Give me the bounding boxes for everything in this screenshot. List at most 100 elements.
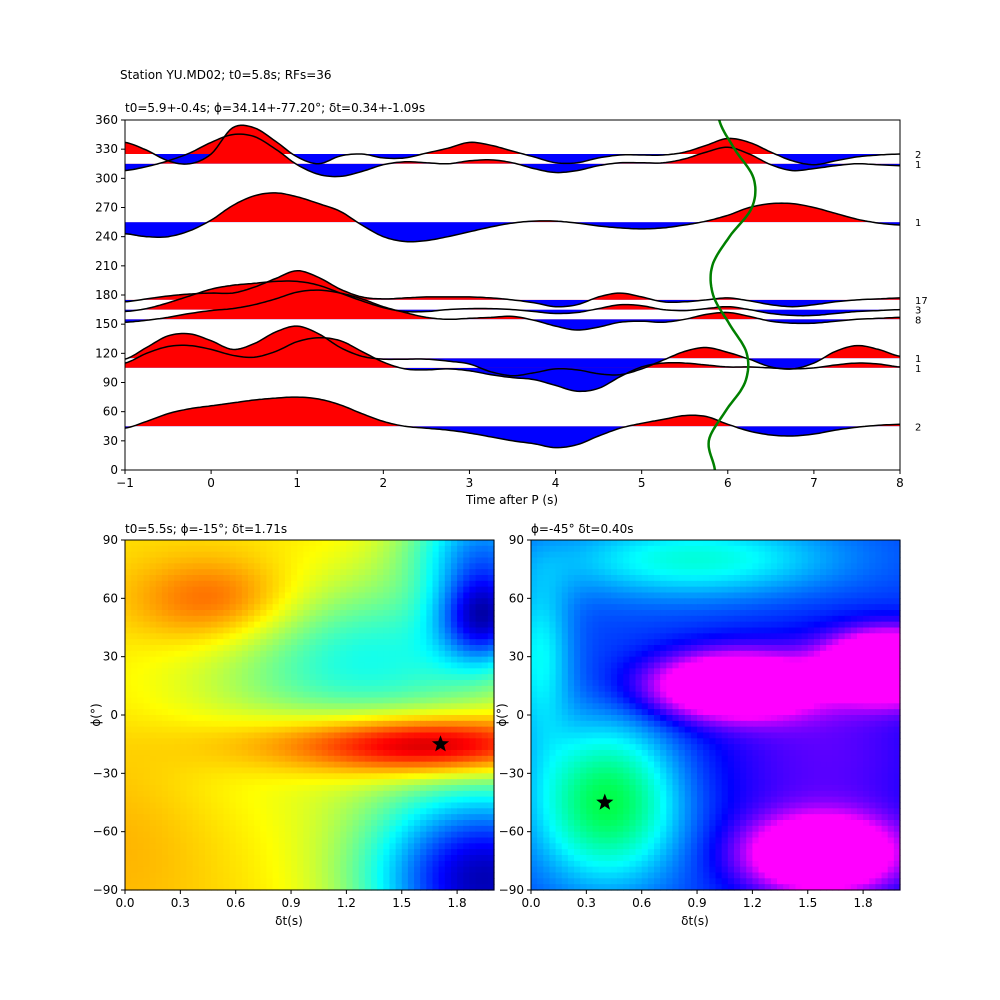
heatmap-left-cell	[260, 744, 268, 751]
heatmap-left-cell	[414, 761, 421, 769]
grid-search-left-xlabel: δt(s)	[275, 914, 303, 928]
heatmap-left-cell	[192, 656, 200, 664]
y-tick-label-30: 30	[103, 434, 118, 448]
heatmap-left-cell	[217, 825, 224, 833]
heatmap-left-cell	[389, 837, 397, 844]
heatmap-left-cell	[235, 627, 243, 634]
heatmap-left-cell	[186, 540, 194, 547]
heatmap-left-cell	[235, 645, 243, 652]
heatmap-left-cell	[469, 627, 477, 634]
trace-count-315: 1	[915, 160, 921, 171]
heatmap-left-cell	[389, 703, 397, 710]
heatmap-left-cell	[352, 878, 360, 885]
heatmap-left-cell	[407, 645, 415, 652]
heatmap-left-cell	[334, 849, 341, 856]
heatmap-left-cell	[358, 790, 366, 798]
heatmap-left-cell	[463, 820, 470, 827]
heatmap-left-cell	[217, 703, 224, 710]
heatmap-left-cell	[475, 545, 483, 553]
heatmap-left-cell	[241, 767, 249, 774]
heatmap-left-cell	[444, 680, 452, 687]
heatmap-left-cell	[457, 866, 464, 874]
heatmap-left-cell	[291, 825, 298, 833]
heatmap-left-cell	[131, 761, 138, 769]
heatmap-left-cell	[204, 796, 212, 804]
heatmap-left-cell	[217, 849, 224, 856]
heatmap-right-cell	[832, 656, 840, 664]
heatmap-left-cell	[401, 773, 409, 780]
heatmap-left-cell	[180, 545, 188, 553]
heatmap-left-cell	[131, 825, 138, 833]
heatmap-right-cell	[801, 586, 809, 594]
heatmap-left-cell	[297, 685, 304, 693]
heatmap-left-cell	[450, 814, 458, 821]
heatmap-left-cell	[204, 604, 212, 611]
heatmap-left-cell	[192, 715, 200, 722]
heatmap-left-cell	[266, 866, 274, 874]
heatmap-right-cell	[666, 551, 674, 559]
heatmap-right-cell	[690, 627, 698, 634]
heatmap-right-cell	[733, 551, 741, 559]
rf-traces-title: t0=5.9+-0.4s; ϕ=34.14+-77.20°; δt=0.34+-…	[125, 101, 425, 115]
heatmap-left-cell	[321, 843, 329, 850]
heatmap-right-cell	[586, 545, 594, 553]
heatmap-left-cell	[432, 598, 440, 605]
heatmap-left-cell	[149, 604, 157, 611]
heatmap-left-cell	[303, 580, 311, 588]
heatmap-right-cell	[561, 639, 569, 646]
heatmap-left-cell	[315, 767, 323, 774]
heatmap-left-cell	[186, 744, 194, 751]
heatmap-left-cell	[211, 831, 218, 839]
heatmap-left-cell	[414, 715, 421, 722]
heatmap-right-cell	[838, 604, 846, 611]
heatmap-left-cell	[143, 598, 151, 605]
heatmap-left-cell	[334, 668, 341, 675]
heatmap-left-cell	[469, 849, 477, 856]
heatmap-left-cell	[254, 855, 261, 862]
heatmap-left-cell	[278, 849, 286, 856]
heatmap-left-cell	[463, 662, 470, 669]
heatmap-left-cell	[358, 831, 366, 839]
heatmap-left-cell	[235, 814, 243, 821]
heatmap-left-cell	[137, 755, 145, 763]
heatmap-left-cell	[475, 820, 483, 827]
heatmap-left-cell	[481, 750, 489, 757]
heatmap-left-cell	[125, 709, 132, 716]
heatmap-right-cell	[647, 645, 655, 652]
heatmap-left-cell	[487, 557, 495, 564]
heatmap-left-cell	[241, 790, 249, 798]
heatmap-right-cell	[844, 627, 852, 634]
heatmap-right-cell	[795, 575, 803, 582]
heatmap-left-cell	[229, 843, 237, 850]
heatmap-right-cell	[795, 627, 803, 634]
heatmap-right-cell	[684, 639, 692, 646]
heatmap-left-cell	[254, 545, 261, 553]
heatmap-left-cell	[180, 703, 188, 710]
trace-line-325	[124, 124, 901, 166]
heatmap-left-cell	[186, 860, 194, 868]
trace-positive-fill-105	[125, 337, 900, 368]
heatmap-left-cell	[432, 610, 440, 617]
heatmap-right-cell	[893, 627, 901, 634]
heatmap-left-cell	[278, 691, 286, 699]
heatmap-left-cell	[149, 820, 157, 827]
heatmap-left-cell	[223, 761, 231, 769]
heatmap-left-cell	[217, 709, 224, 716]
heatmap-left-cell	[457, 633, 464, 640]
heatmap-left-cell	[346, 604, 354, 611]
heatmap-right-cell	[555, 569, 563, 576]
heatmap-left-cell	[137, 732, 145, 739]
heatmap-left-cell	[352, 592, 360, 599]
heatmap-right-cell	[531, 610, 538, 617]
heatmap-left-cell	[254, 843, 261, 850]
heatmap-left-cell	[241, 831, 249, 839]
heatmap-left-cell	[272, 598, 280, 605]
heatmap-left-cell	[432, 709, 440, 716]
heatmap-left-cell	[272, 668, 280, 675]
heatmap-left-cell	[272, 691, 280, 699]
heatmap-right-cell	[783, 569, 790, 576]
heatmap-left-cell	[438, 726, 446, 734]
heatmap-left-cell	[291, 785, 298, 792]
heatmap-left-cell	[364, 820, 372, 827]
